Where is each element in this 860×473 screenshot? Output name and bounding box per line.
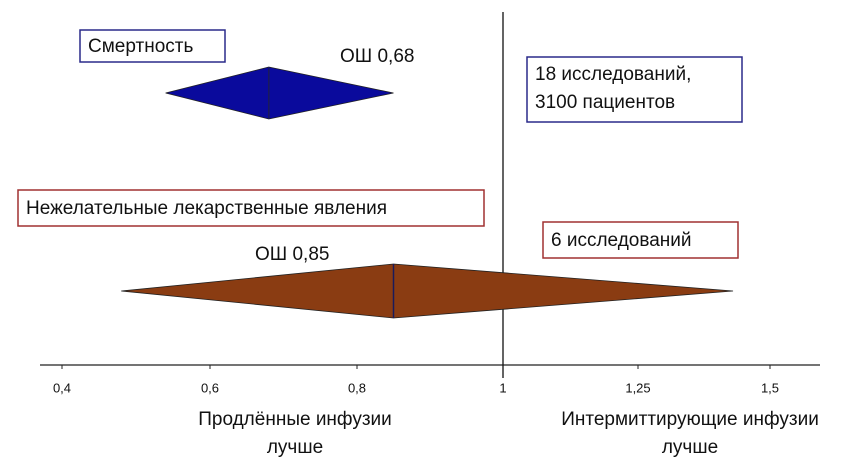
annotation-box [542, 221, 739, 259]
x-tick-label: 0,4 [53, 380, 71, 395]
diamond [121, 263, 734, 319]
x-tick-label: 1,5 [761, 380, 779, 395]
axis-label: лучше [662, 437, 718, 458]
axis-label: Продлённые инфузии [198, 409, 392, 430]
x-tick-label: 1,25 [625, 380, 650, 395]
label-box [79, 29, 226, 63]
annotation: 6 исследований [551, 230, 692, 251]
x-tick-label: 0,6 [201, 380, 219, 395]
axis-label: Интермиттирующие инфузии [561, 409, 819, 430]
label-box [17, 189, 485, 227]
value-label: ОШ 0,68 [340, 46, 414, 67]
x-tick-label: 1 [499, 380, 506, 395]
diamond [165, 66, 394, 120]
annotation-box [526, 56, 743, 123]
axis-label: лучше [267, 437, 323, 458]
series-name: Нежелательные лекарственные явления [26, 198, 387, 219]
value-label: ОШ 0,85 [255, 244, 329, 265]
series-name: Смертность [88, 36, 193, 57]
x-tick-label: 0,8 [348, 380, 366, 395]
annotation: 3100 пациентов [535, 92, 675, 113]
annotation: 18 исследований, [535, 64, 691, 85]
